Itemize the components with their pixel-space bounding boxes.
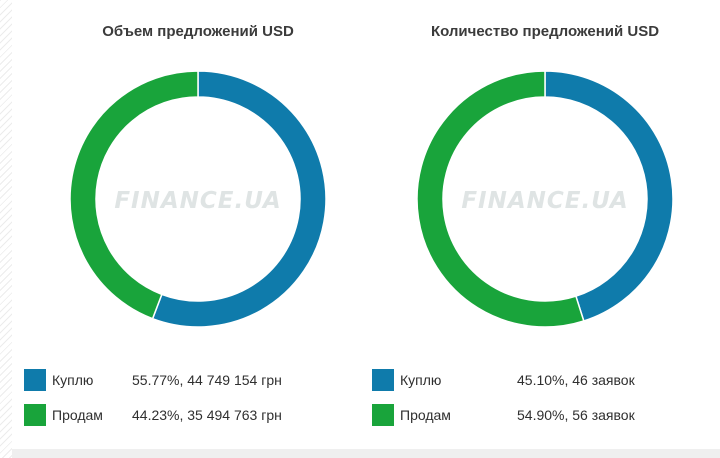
donut-slice-sell [416, 70, 585, 328]
legend-item-buy: Куплю 55.77%, 44 749 154 грн [24, 365, 344, 400]
legend-value: 45.10%, 46 заявок [517, 372, 635, 388]
legend-label: Продам [400, 407, 451, 423]
legend-label: Продам [52, 407, 103, 423]
decorative-hatch-border [0, 0, 12, 458]
legend-label: Куплю [400, 372, 442, 388]
chart-title-volume: Объем предложений USD [102, 23, 294, 40]
legend-value: 44.23%, 35 494 763 грн [132, 407, 282, 423]
donut-chart-volume: FINANCE.UA [69, 70, 327, 328]
donut-slice-sell [69, 70, 199, 320]
legend-item-sell: Продам 44.23%, 35 494 763 грн [24, 400, 344, 435]
legend-swatch-buy [24, 369, 46, 391]
legend-label: Куплю [52, 372, 94, 388]
donut-chart-count: FINANCE.UA [416, 70, 674, 328]
chart-title-count: Количество предложений USD [430, 23, 660, 40]
legend-swatch-sell [372, 404, 394, 426]
legend-swatch-buy [372, 369, 394, 391]
watermark-logo: FINANCE.UA [114, 188, 281, 214]
watermark-logo: FINANCE.UA [461, 188, 628, 214]
legend-value: 54.90%, 56 заявок [517, 407, 635, 423]
legend-item-buy: Куплю 45.10%, 46 заявок [372, 365, 692, 400]
legend-item-sell: Продам 54.90%, 56 заявок [372, 400, 692, 435]
legend-volume: Куплю 55.77%, 44 749 154 грн Продам 44.2… [24, 365, 344, 435]
legend-value: 55.77%, 44 749 154 грн [132, 372, 282, 388]
legend-swatch-sell [24, 404, 46, 426]
legend-count: Куплю 45.10%, 46 заявок Продам 54.90%, 5… [372, 365, 692, 435]
donut-slice-buy [151, 70, 327, 328]
bottom-divider [12, 449, 720, 458]
